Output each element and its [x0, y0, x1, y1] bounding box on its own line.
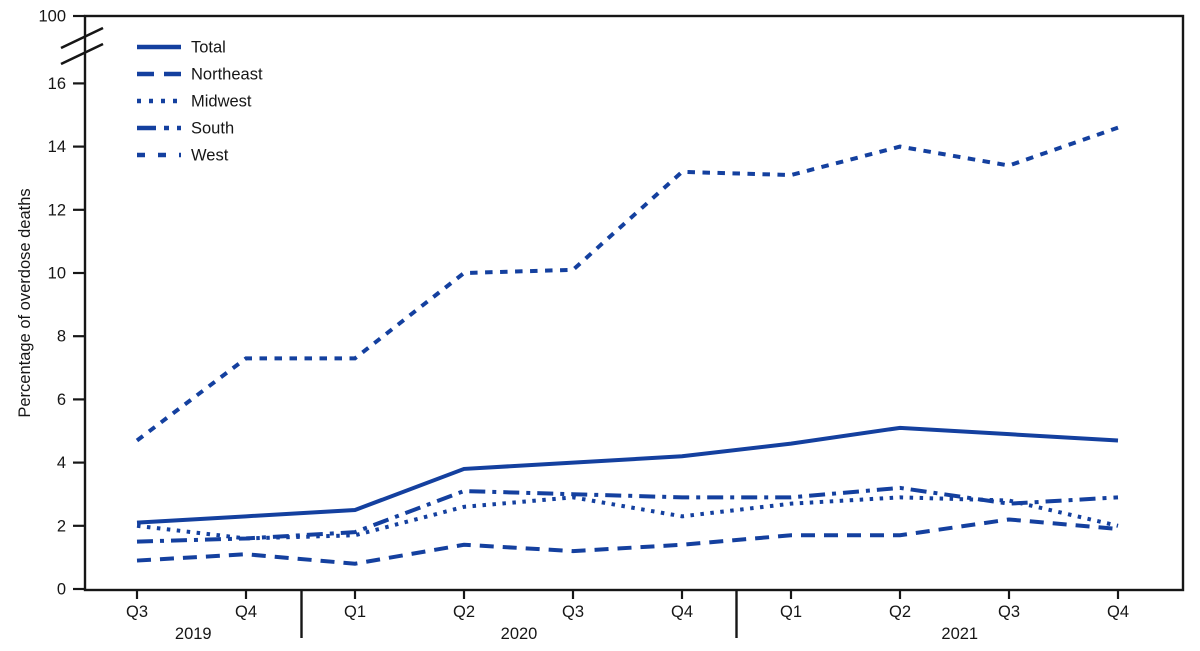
- legend-item-midwest: Midwest: [137, 93, 252, 111]
- y-tick-label: 8: [57, 328, 66, 346]
- y-tick-label: 14: [48, 138, 66, 156]
- year-label: 2019: [175, 625, 212, 643]
- legend-item-total: Total: [137, 39, 226, 57]
- legend: Total Northeast Midwest South West: [137, 39, 263, 165]
- legend-item-northeast: Northeast: [137, 66, 263, 84]
- legend-label-west: West: [191, 147, 229, 165]
- legend-label-midwest: Midwest: [191, 93, 252, 111]
- y-tick-label: 16: [48, 75, 66, 93]
- data-series: [135, 125, 1119, 566]
- plot-frame: [83, 14, 1185, 592]
- year-label: 2020: [501, 625, 538, 643]
- year-label: 2021: [941, 625, 978, 643]
- legend-label-total: Total: [191, 39, 226, 57]
- y-axis: 0 2 4 6 8 10 12 14 16 100: [38, 8, 104, 599]
- y-tick-label: 4: [57, 454, 66, 472]
- x-tick-label: Q4: [671, 603, 693, 621]
- x-tick-label: Q1: [344, 603, 366, 621]
- y-tick-label: 10: [48, 265, 66, 283]
- axis-break-icon: [60, 26, 104, 50]
- x-tick-label: Q3: [562, 603, 584, 621]
- legend-item-south: South: [137, 120, 234, 138]
- x-tick-label: Q4: [235, 603, 257, 621]
- x-tick-label: Q1: [780, 603, 802, 621]
- y-axis-title: Percentage of overdose deaths: [16, 188, 34, 417]
- x-tick-label: Q3: [126, 603, 148, 621]
- y-tick-label-100: 100: [38, 8, 66, 26]
- series-line-total: [136, 425, 1119, 525]
- x-tick-label: Q3: [998, 603, 1020, 621]
- x-tick-label: Q4: [1107, 603, 1129, 621]
- series-line-midwest: [136, 495, 1119, 541]
- axis-break-icon: [60, 42, 104, 66]
- x-tick-label: Q2: [889, 603, 911, 621]
- y-tick-label: 0: [57, 581, 66, 599]
- y-tick-label: 12: [48, 201, 66, 219]
- legend-item-west: West: [137, 147, 229, 165]
- legend-label-south: South: [191, 120, 234, 138]
- x-axis: Q3 Q4 Q1 Q2 Q3 Q4 Q1 Q2 Q3 Q4 2019 2020 2021: [126, 590, 1129, 643]
- series-line-south: [136, 485, 1119, 544]
- series-line-west: [135, 125, 1119, 443]
- x-tick-label: Q2: [453, 603, 475, 621]
- legend-label-northeast: Northeast: [191, 66, 263, 84]
- series-line-northeast: [136, 517, 1119, 566]
- y-tick-label: 2: [57, 517, 66, 535]
- y-tick-label: 6: [57, 391, 66, 409]
